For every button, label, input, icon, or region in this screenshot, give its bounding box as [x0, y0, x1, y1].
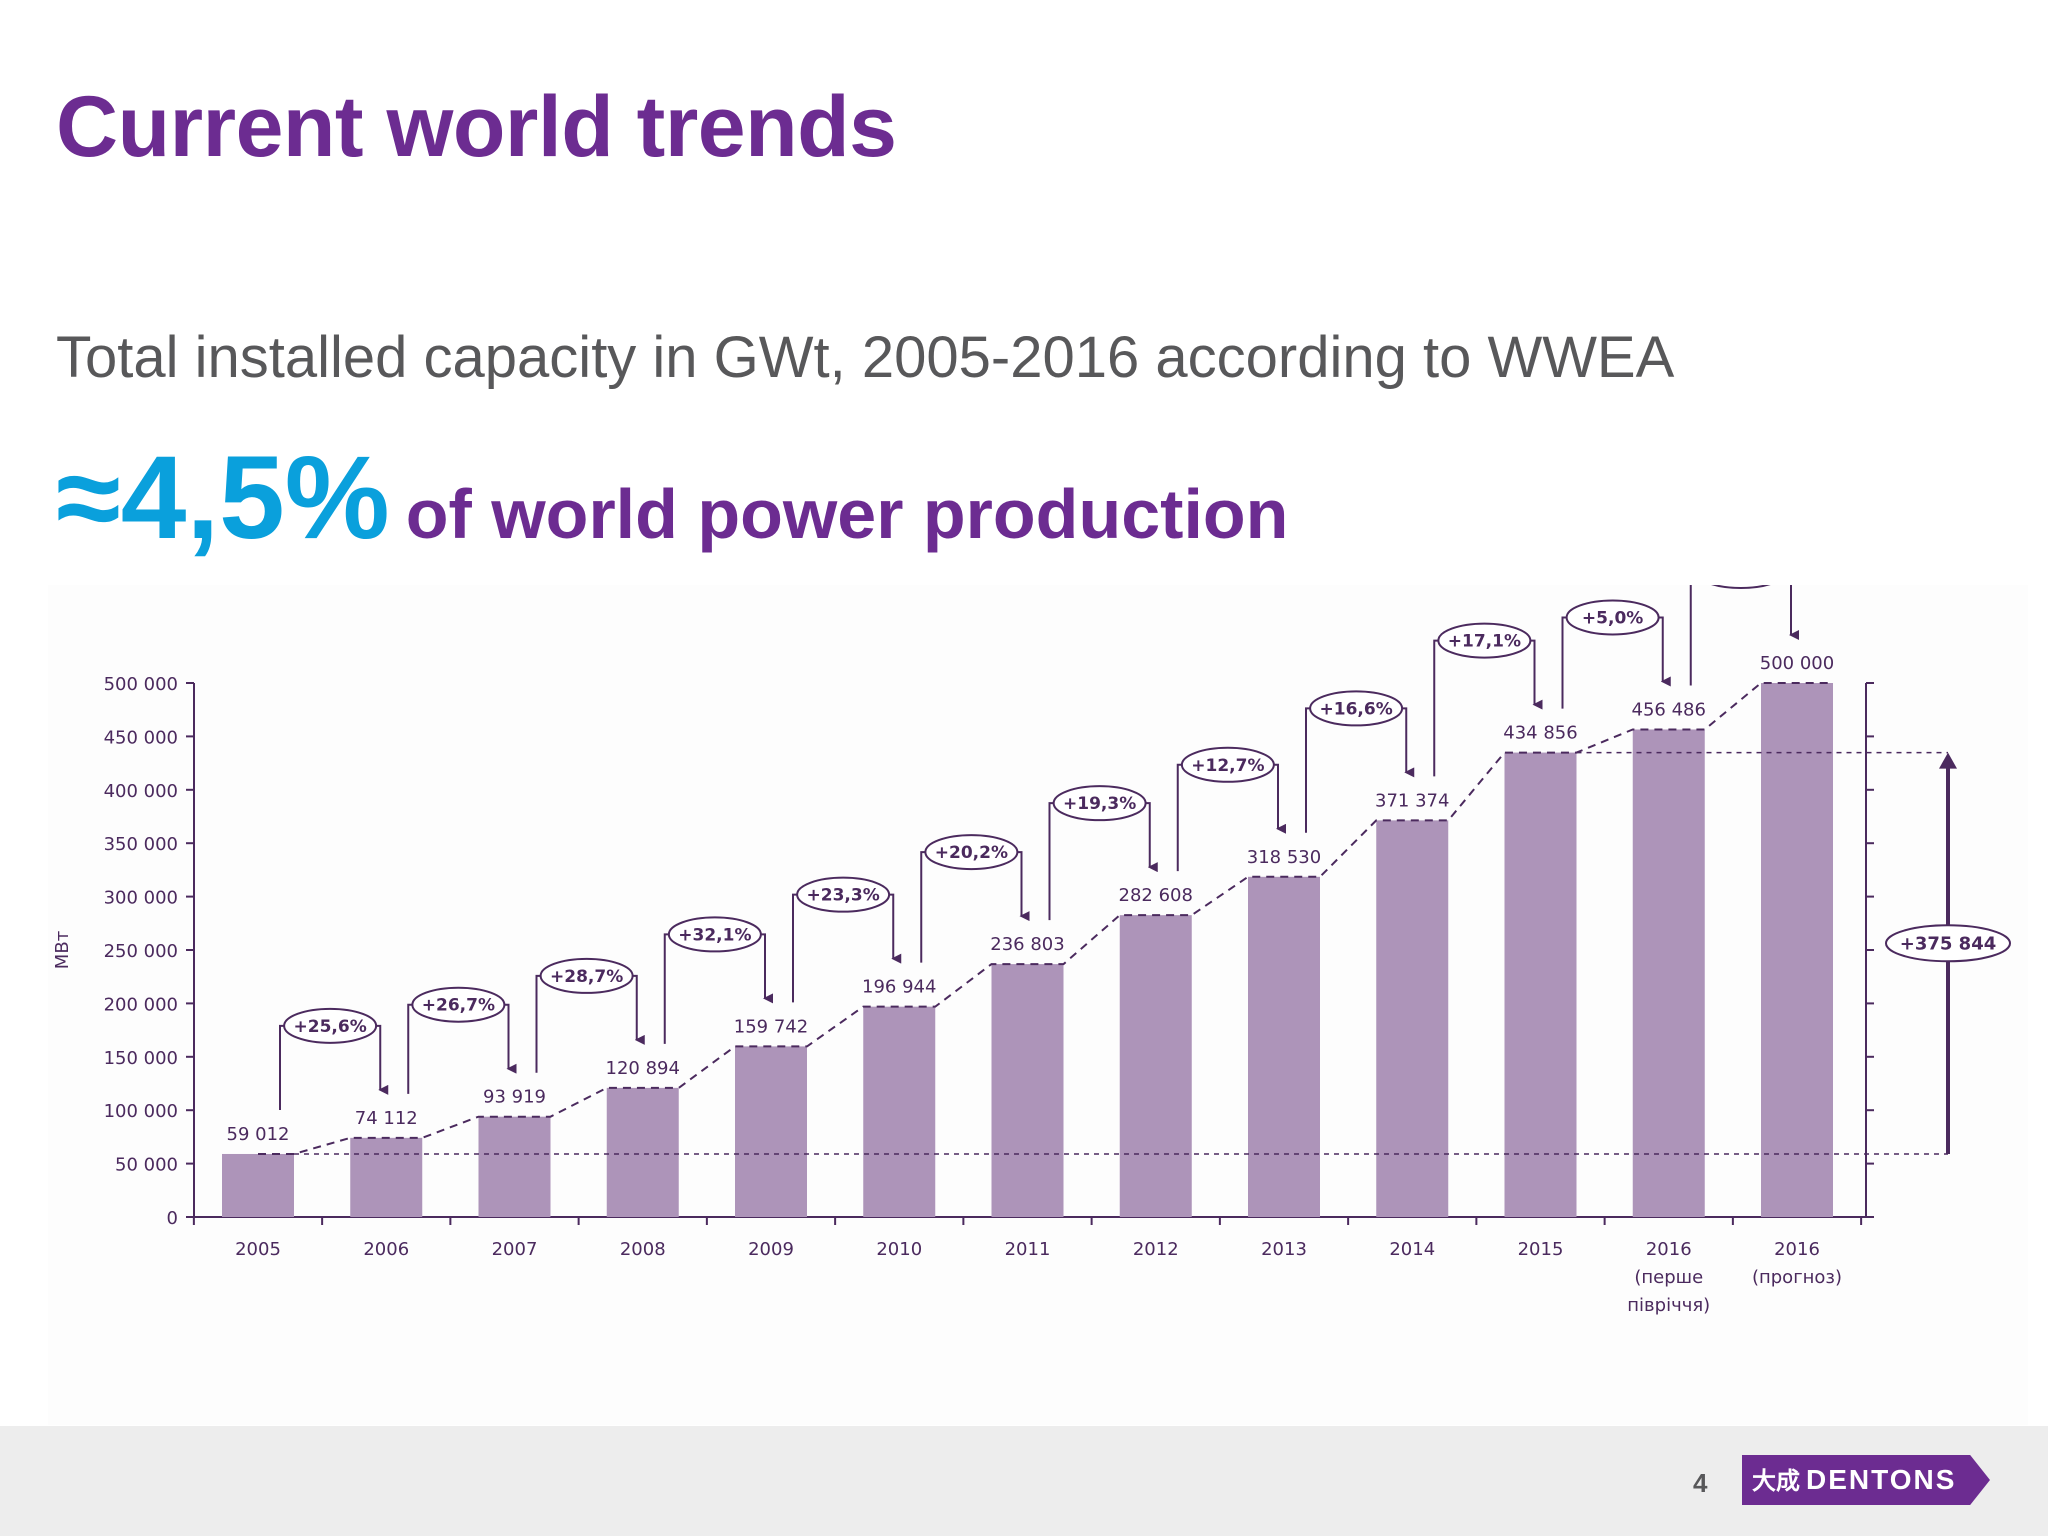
bar-9	[1248, 876, 1320, 1217]
logo-text: DENTONS	[1806, 1464, 1957, 1495]
bar-8	[1119, 915, 1192, 1217]
value-label: 371 374	[1375, 790, 1449, 811]
value-label: 59 012	[227, 1124, 290, 1145]
dentons-logo: 大成 DENTONS	[1742, 1455, 1990, 1505]
growth-bubble	[1711, 585, 1771, 589]
growth-label: +5,0%	[1582, 608, 1643, 628]
growth-label: +16,6%	[1320, 699, 1393, 719]
growth-arrow	[1689, 585, 1799, 686]
y-tick-label: 400 000	[104, 781, 178, 802]
value-label: 120 894	[606, 1058, 680, 1079]
total-growth-bubble	[1885, 924, 2011, 963]
y-tick-label: 0	[167, 1208, 178, 1229]
footer-bar	[0, 1426, 2048, 1536]
x-tick-label: 2005	[235, 1239, 281, 1260]
growth-label: +26,7%	[422, 996, 495, 1016]
x-tick-label: півріччя)	[1627, 1295, 1710, 1316]
y-tick-label: 50 000	[115, 1155, 178, 1176]
x-tick-label: 2012	[1133, 1239, 1179, 1260]
bar-1	[222, 1153, 294, 1217]
growth-label: +32,1%	[678, 925, 751, 945]
bar-6	[863, 1006, 936, 1217]
trend-line	[258, 682, 1833, 1155]
growth-bubble	[1180, 746, 1275, 783]
y-tick-label: 150 000	[104, 1048, 178, 1069]
y-tick-label: 450 000	[104, 727, 178, 748]
bar-5	[735, 1046, 807, 1217]
x-tick-label: 2006	[363, 1239, 409, 1260]
x-tick-label: 2014	[1389, 1239, 1435, 1260]
growth-bubble	[667, 916, 762, 953]
highlight-value: ≈4,5%	[56, 432, 390, 564]
x-tick-label: 2010	[876, 1239, 922, 1260]
value-label: 74 112	[355, 1108, 418, 1129]
y-tick-label: 100 000	[104, 1101, 178, 1122]
bar-7	[991, 964, 1064, 1217]
y-tick-label: 300 000	[104, 888, 178, 909]
growth-bubble	[539, 957, 634, 994]
value-label: 93 919	[483, 1087, 546, 1108]
value-label: 434 856	[1503, 723, 1577, 744]
growth-label: +17,1%	[1448, 632, 1521, 652]
value-label: 236 803	[990, 934, 1064, 955]
bar-12	[1632, 729, 1705, 1217]
growth-arrow	[1305, 707, 1415, 833]
value-label: 196 944	[862, 977, 936, 998]
x-tick-label: 2013	[1261, 1239, 1307, 1260]
y-tick-label: 200 000	[104, 994, 178, 1015]
dentons-cjk-logo-mark: 大成	[1752, 1467, 1800, 1495]
growth-label: +28,7%	[550, 967, 623, 987]
growth-bubble	[1052, 785, 1147, 822]
growth-label: +25,6%	[294, 1017, 367, 1037]
highlight-statement: ≈4,5% of world power production	[56, 430, 1288, 566]
growth-bubble	[1309, 690, 1404, 727]
growth-label: +23,3%	[807, 886, 880, 906]
chart-subtitle: Total installed capacity in GWt, 2005-20…	[56, 325, 1675, 390]
y-tick-label: 350 000	[104, 834, 178, 855]
x-tick-label: (прогноз)	[1752, 1267, 1842, 1288]
y-tick-label: 500 000	[104, 674, 178, 695]
growth-bubble	[924, 834, 1019, 871]
bar-11	[1504, 752, 1577, 1217]
total-growth-arrowhead	[1939, 752, 1957, 769]
value-label: 500 000	[1760, 653, 1834, 674]
chart-area: 0 50 000 100 000 150 000 200 000 250 000 300 0…	[48, 585, 2028, 1425]
growth-bubble	[1437, 622, 1532, 659]
value-label: 456 486	[1632, 699, 1706, 720]
x-tick-label: 2007	[492, 1239, 538, 1260]
capacity-bar-chart: 0 50 000 100 000 150 000 200 000 250 000 300 0…	[52, 585, 2011, 1316]
x-tick-label: 2011	[1005, 1239, 1051, 1260]
value-label: 282 608	[1119, 885, 1193, 906]
growth-label: +12,7%	[1191, 756, 1264, 776]
total-growth-label: +375 844	[1900, 933, 1997, 954]
bar-10	[1376, 820, 1449, 1217]
x-tick-label: 2016	[1774, 1239, 1820, 1260]
growth-bubble	[796, 876, 891, 913]
page-number: 4	[1693, 1468, 1708, 1498]
value-label: 318 530	[1247, 847, 1321, 868]
growth-bubble	[411, 986, 506, 1023]
growth-bubble	[1565, 599, 1660, 636]
bar-4	[606, 1087, 679, 1217]
x-tick-label: 2009	[748, 1239, 794, 1260]
bar-3	[478, 1116, 551, 1217]
logo-cjk-text: 大成	[1752, 1467, 1800, 1495]
slide-title: Current world trends	[56, 79, 897, 175]
growth-label: +20,2%	[935, 843, 1008, 863]
x-tick-label: 2016	[1646, 1239, 1692, 1260]
growth-bubble	[283, 1007, 378, 1044]
bar-2	[350, 1137, 423, 1217]
value-label: 159 742	[734, 1016, 808, 1037]
bar-13	[1761, 683, 1833, 1217]
x-tick-label: 2008	[620, 1239, 666, 1260]
highlight-text: of world power production	[405, 475, 1289, 553]
y-tick-label: 250 000	[104, 941, 178, 962]
growth-label: +19,3%	[1063, 794, 1136, 814]
x-tick-label: (перше	[1634, 1267, 1703, 1288]
logo-background	[1742, 1455, 1990, 1505]
x-tick-label: 2015	[1518, 1239, 1564, 1260]
y-axis-label: МВт	[52, 931, 73, 969]
